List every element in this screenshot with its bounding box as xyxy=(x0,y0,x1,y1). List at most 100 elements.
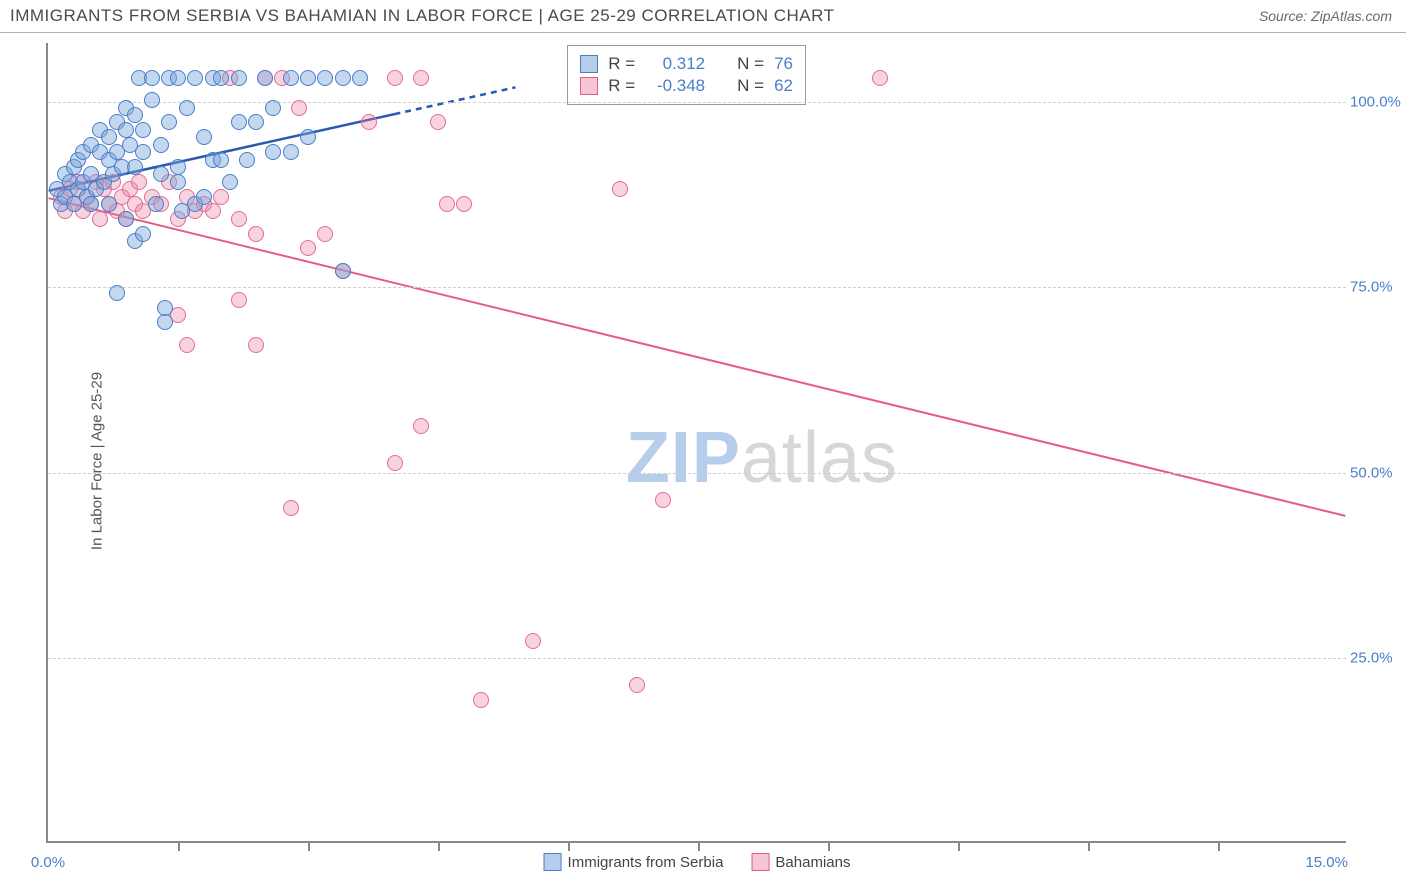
x-tick xyxy=(438,841,440,851)
x-tick-label: 15.0% xyxy=(1305,854,1348,871)
data-point xyxy=(179,100,195,116)
legend-label-bahamians: Bahamians xyxy=(775,854,850,871)
data-point xyxy=(413,418,429,434)
x-tick xyxy=(308,841,310,851)
legend-row-bahamians: R = -0.348 N = 62 xyxy=(580,76,793,96)
data-point xyxy=(135,144,151,160)
data-point xyxy=(179,337,195,353)
data-point xyxy=(135,226,151,242)
data-point xyxy=(131,174,147,190)
data-point xyxy=(525,633,541,649)
gridline xyxy=(48,102,1346,103)
y-tick-label: 75.0% xyxy=(1350,279,1406,296)
data-point xyxy=(231,211,247,227)
n-value-serbia: 76 xyxy=(774,54,793,74)
data-point xyxy=(456,196,472,212)
data-point xyxy=(157,314,173,330)
data-point xyxy=(196,129,212,145)
chart-title: IMMIGRANTS FROM SERBIA VS BAHAMIAN IN LA… xyxy=(10,6,835,26)
legend-item-serbia: Immigrants from Serbia xyxy=(544,853,724,871)
data-point xyxy=(430,114,446,130)
data-point xyxy=(231,114,247,130)
watermark-atlas: atlas xyxy=(741,418,898,498)
data-point xyxy=(655,492,671,508)
data-point xyxy=(148,196,164,212)
data-point xyxy=(118,122,134,138)
data-point xyxy=(439,196,455,212)
x-tick xyxy=(698,841,700,851)
y-tick-label: 50.0% xyxy=(1350,464,1406,481)
data-point xyxy=(265,100,281,116)
data-point xyxy=(83,196,99,212)
data-point xyxy=(335,70,351,86)
data-point xyxy=(317,226,333,242)
y-tick-label: 100.0% xyxy=(1350,94,1406,111)
x-tick xyxy=(178,841,180,851)
data-point xyxy=(161,114,177,130)
gridline xyxy=(48,658,1346,659)
data-point xyxy=(170,159,186,175)
data-point xyxy=(109,285,125,301)
data-point xyxy=(174,203,190,219)
swatch-serbia-icon xyxy=(544,853,562,871)
data-point xyxy=(144,70,160,86)
data-point xyxy=(413,70,429,86)
gridline xyxy=(48,287,1346,288)
r-value-bahamians: -0.348 xyxy=(645,76,705,96)
series-legend: Immigrants from Serbia Bahamians xyxy=(544,853,851,871)
data-point xyxy=(135,122,151,138)
legend-label-serbia: Immigrants from Serbia xyxy=(568,854,724,871)
data-point xyxy=(205,203,221,219)
data-point xyxy=(248,337,264,353)
data-point xyxy=(291,100,307,116)
data-point xyxy=(352,70,368,86)
correlation-legend: R = 0.312 N = 76 R = -0.348 N = 62 xyxy=(567,45,806,105)
data-point xyxy=(92,211,108,227)
legend-item-bahamians: Bahamians xyxy=(751,853,850,871)
swatch-bahamians-icon xyxy=(751,853,769,871)
data-point xyxy=(222,174,238,190)
data-point xyxy=(170,174,186,190)
data-point xyxy=(300,70,316,86)
data-point xyxy=(213,152,229,168)
source-attribution: Source: ZipAtlas.com xyxy=(1259,8,1392,24)
data-point xyxy=(248,114,264,130)
watermark: ZIPatlas xyxy=(626,417,898,499)
data-point xyxy=(257,70,273,86)
data-point xyxy=(300,129,316,145)
watermark-zip: ZIP xyxy=(626,418,741,498)
n-label: N = xyxy=(737,54,764,74)
data-point xyxy=(127,107,143,123)
data-point xyxy=(101,196,117,212)
data-point xyxy=(239,152,255,168)
data-point xyxy=(157,300,173,316)
data-point xyxy=(144,92,160,108)
data-point xyxy=(283,144,299,160)
data-point xyxy=(153,166,169,182)
x-tick xyxy=(1088,841,1090,851)
legend-row-serbia: R = 0.312 N = 76 xyxy=(580,54,793,74)
data-point xyxy=(265,144,281,160)
data-point xyxy=(231,70,247,86)
data-point xyxy=(629,677,645,693)
data-point xyxy=(283,500,299,516)
data-point xyxy=(118,211,134,227)
data-point xyxy=(283,70,299,86)
data-point xyxy=(612,181,628,197)
swatch-bahamians xyxy=(580,77,598,95)
chart-area: In Labor Force | Age 25-29 ZIPatlas R = … xyxy=(0,33,1406,889)
data-point xyxy=(213,70,229,86)
data-point xyxy=(248,226,264,242)
data-point xyxy=(387,70,403,86)
data-point xyxy=(196,189,212,205)
x-tick-label: 0.0% xyxy=(31,854,65,871)
data-point xyxy=(213,189,229,205)
data-point xyxy=(101,129,117,145)
r-value-serbia: 0.312 xyxy=(645,54,705,74)
chart-header: IMMIGRANTS FROM SERBIA VS BAHAMIAN IN LA… xyxy=(0,0,1406,33)
n-value-bahamians: 62 xyxy=(774,76,793,96)
source-prefix: Source: xyxy=(1259,8,1311,24)
x-tick xyxy=(1218,841,1220,851)
data-point xyxy=(361,114,377,130)
data-point xyxy=(170,70,186,86)
